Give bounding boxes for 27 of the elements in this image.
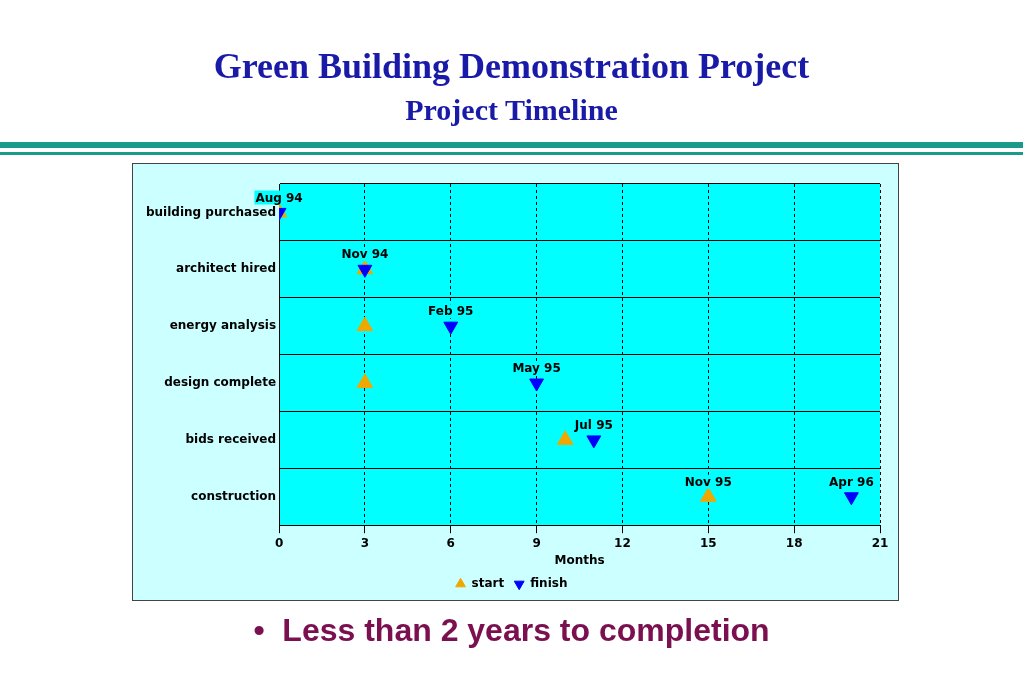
y-tick-label: construction — [191, 488, 277, 503]
chart-title: Green Building Demonstration Project — [212, 45, 811, 87]
y-tick-label: design complete — [164, 375, 277, 390]
text: • Less than 2 years to completion — [252, 612, 771, 649]
annotation: Aug 94 — [255, 190, 303, 205]
annotation: Feb 95 — [428, 304, 474, 319]
x-tick-label: 15 — [699, 535, 717, 550]
annotation: Nov 95 — [684, 474, 732, 489]
x-axis-title: Months — [554, 552, 605, 567]
annotation: Apr 96 — [829, 474, 874, 489]
y-tick-label: bids received — [185, 432, 277, 447]
x-tick-label: 0 — [274, 535, 284, 550]
annotation: Jul 95 — [573, 418, 613, 433]
x-tick-label: 9 — [532, 535, 541, 550]
x-tick-label: 12 — [614, 535, 631, 550]
y-tick-label: energy analysis — [169, 318, 277, 333]
legend-label: finish — [530, 576, 568, 591]
y-tick-label: building purchased — [145, 204, 277, 219]
chart-subtitle: Project Timeline — [404, 93, 619, 127]
legend-label: start — [471, 576, 505, 591]
x-tick-label: 6 — [446, 535, 455, 550]
annotation: Nov 94 — [341, 247, 389, 262]
annotation: May 95 — [512, 361, 561, 376]
x-tick-label: 18 — [785, 535, 803, 550]
y-tick-label: architect hired — [176, 261, 277, 276]
x-tick-label: 3 — [360, 535, 370, 550]
x-tick-label: 21 — [871, 535, 889, 550]
